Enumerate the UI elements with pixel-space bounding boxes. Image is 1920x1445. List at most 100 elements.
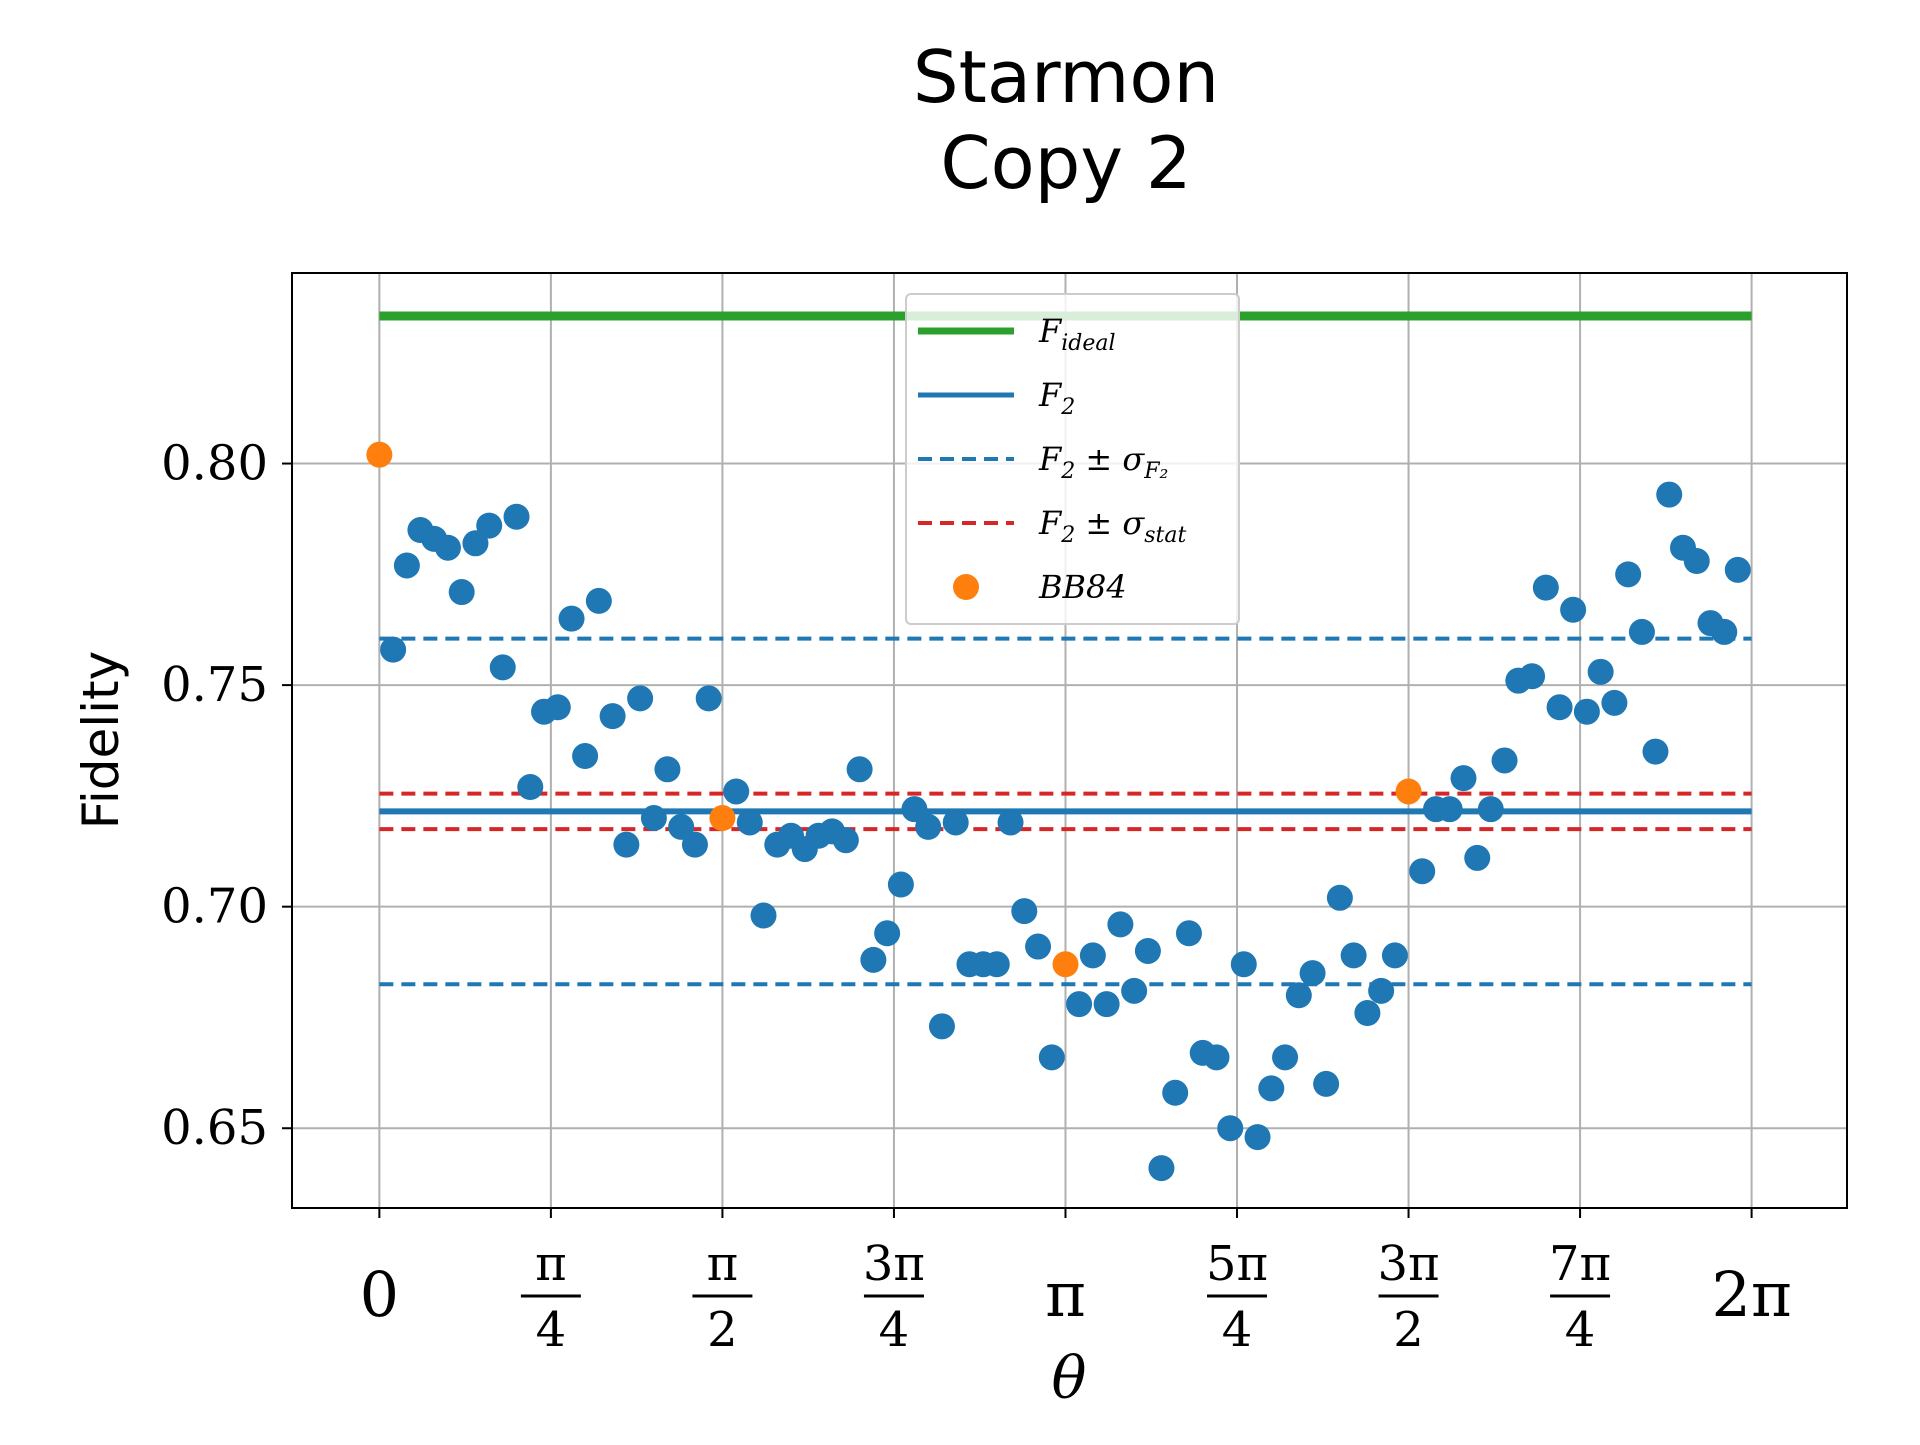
data-point: [380, 636, 407, 663]
data-point: [503, 503, 530, 530]
data-point: [1615, 561, 1642, 588]
data-point: [1409, 858, 1436, 885]
data-point: [901, 796, 928, 823]
data-point: [572, 743, 599, 770]
data-point: [1642, 738, 1669, 765]
data-point: [1244, 1124, 1271, 1151]
data-point: [434, 534, 461, 561]
data-point: [1121, 977, 1148, 1004]
bb84-point: [1052, 951, 1079, 978]
data-point: [1683, 548, 1710, 575]
data-point: [517, 774, 544, 801]
data-point: [489, 654, 516, 681]
data-point: [1093, 991, 1120, 1018]
data-point: [928, 1013, 955, 1040]
bb84-point: [1395, 778, 1422, 805]
data-point: [983, 951, 1010, 978]
data-point: [1464, 844, 1491, 871]
data-point: [1656, 481, 1683, 508]
data-points: [366, 441, 1751, 1182]
x-tick-label: 2π: [1712, 1258, 1792, 1331]
data-point: [1217, 1115, 1244, 1142]
x-tick-label: 0: [360, 1258, 399, 1331]
data-point: [585, 587, 612, 614]
data-point: [1134, 937, 1161, 964]
legend-label-2: F2: [1038, 376, 1075, 420]
data-point: [599, 703, 626, 730]
data-point: [654, 756, 681, 783]
plot-frame: [291, 272, 1848, 1209]
data-point: [1546, 694, 1573, 721]
bb84-point: [709, 805, 736, 832]
data-point: [1519, 663, 1546, 690]
x-tick-denominator: 4: [536, 1302, 567, 1358]
data-point: [1491, 747, 1518, 774]
data-point: [627, 685, 654, 712]
data-point: [723, 778, 750, 805]
data-point: [1450, 765, 1477, 792]
data-point: [1162, 1079, 1189, 1106]
data-point: [681, 831, 708, 858]
data-point: [1313, 1070, 1340, 1097]
legend-label-4: F2 ± σstat: [1038, 504, 1186, 548]
legend-swatch-5: [953, 574, 979, 600]
data-point: [476, 512, 503, 539]
bb84-point: [366, 441, 393, 468]
data-point: [1532, 574, 1559, 601]
x-tick-numerator: π: [707, 1236, 739, 1292]
legend-label-3: F2 ± σF₂: [1038, 440, 1168, 484]
data-point: [448, 579, 475, 606]
legend-box: [905, 293, 1240, 625]
x-tick-label: π: [1045, 1258, 1086, 1331]
data-point: [1724, 556, 1751, 583]
x-tick-denominator: 2: [707, 1302, 738, 1358]
data-point: [1285, 982, 1312, 1009]
grid: [292, 273, 1847, 1208]
data-point: [640, 805, 667, 832]
data-point: [668, 813, 695, 840]
data-point: [1079, 942, 1106, 969]
data-point: [1299, 960, 1326, 987]
data-point: [860, 946, 887, 973]
data-point: [1038, 1044, 1065, 1071]
data-point: [1560, 596, 1587, 623]
x-tick-numerator: π: [535, 1236, 567, 1292]
chart-title-line-1: Starmon: [913, 35, 1219, 119]
data-point: [1272, 1044, 1299, 1071]
data-point: [1025, 933, 1052, 960]
data-point: [1326, 884, 1353, 911]
data-point: [1587, 658, 1614, 685]
data-point: [1230, 951, 1257, 978]
y-tick-label: 0.65: [161, 1100, 268, 1156]
data-point: [736, 809, 763, 836]
data-point: [1107, 911, 1134, 938]
x-tick-denominator: 2: [1393, 1302, 1424, 1358]
data-point: [1711, 618, 1738, 645]
data-point: [558, 605, 585, 632]
x-tick-denominator: 4: [1565, 1302, 1596, 1358]
data-point: [1175, 920, 1202, 947]
data-point: [1148, 1155, 1175, 1182]
x-tick-denominator: 4: [1222, 1302, 1253, 1358]
data-point: [1258, 1075, 1285, 1102]
x-tick-numerator: 3π: [863, 1236, 925, 1292]
data-point: [846, 756, 873, 783]
data-point: [393, 552, 420, 579]
data-point: [695, 685, 722, 712]
data-point: [750, 902, 777, 929]
data-point: [1601, 689, 1628, 716]
data-point: [1354, 1000, 1381, 1027]
data-point: [1477, 796, 1504, 823]
x-tick-numerator: 5π: [1206, 1236, 1268, 1292]
data-point: [942, 809, 969, 836]
chart-title-line-2: Copy 2: [940, 121, 1191, 205]
legend-label-5: BB84: [1038, 568, 1127, 606]
data-point: [1340, 942, 1367, 969]
data-point: [1011, 898, 1038, 925]
data-point: [462, 530, 489, 557]
x-tick-numerator: 7π: [1549, 1236, 1611, 1292]
data-point: [1368, 977, 1395, 1004]
x-tick-numerator: 3π: [1377, 1236, 1439, 1292]
legend: Fideal F2 F2 ± σF₂ F2 ± σstat BB84: [905, 293, 1240, 625]
